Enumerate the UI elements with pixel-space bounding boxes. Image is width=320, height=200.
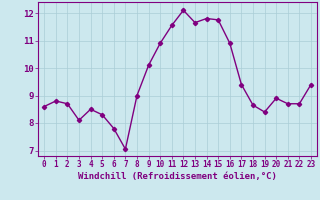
X-axis label: Windchill (Refroidissement éolien,°C): Windchill (Refroidissement éolien,°C) bbox=[78, 172, 277, 181]
